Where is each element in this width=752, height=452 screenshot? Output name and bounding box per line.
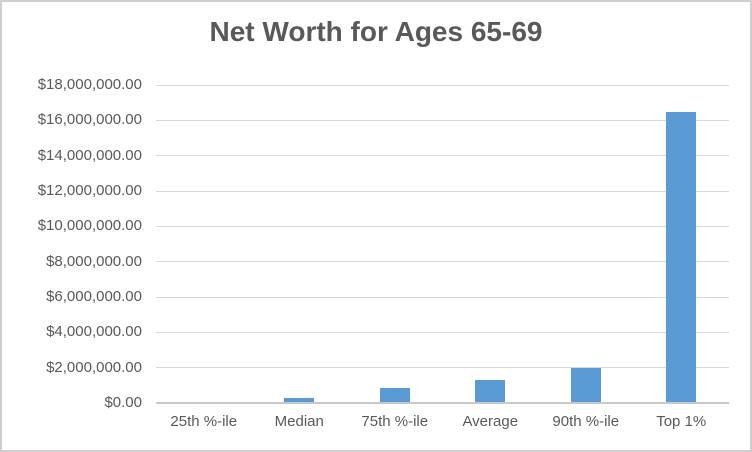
gridline bbox=[156, 119, 729, 121]
chart-title: Net Worth for Ages 65-69 bbox=[209, 16, 543, 47]
y-tick-label: $16,000,000.00 bbox=[37, 111, 142, 129]
gridline bbox=[156, 225, 729, 227]
x-tick-label: 25th %-ile bbox=[170, 413, 238, 430]
bar bbox=[666, 112, 697, 402]
y-tick-label: $0.00 bbox=[104, 394, 142, 411]
bar bbox=[284, 397, 315, 402]
gridline bbox=[156, 155, 729, 157]
x-tick-label: Average bbox=[462, 413, 519, 430]
gridline bbox=[156, 296, 729, 298]
gridline bbox=[156, 261, 729, 263]
x-tick-label: Median bbox=[274, 413, 324, 430]
gridline bbox=[156, 190, 729, 192]
bar bbox=[475, 380, 506, 402]
x-tick-label: 90th %-ile bbox=[552, 413, 620, 430]
y-tick-label: $10,000,000.00 bbox=[37, 217, 142, 235]
y-tick-label: $12,000,000.00 bbox=[37, 182, 142, 199]
y-tick-label: $8,000,000.00 bbox=[46, 252, 142, 270]
x-axis-line bbox=[156, 402, 729, 404]
bar bbox=[379, 388, 410, 402]
gridline bbox=[156, 331, 729, 333]
x-tick-label: 75th %-ile bbox=[361, 413, 429, 430]
y-tick-label: $14,000,000.00 bbox=[37, 146, 142, 164]
x-tick-label: Top 1% bbox=[656, 413, 707, 430]
y-tick-label: $4,000,000.00 bbox=[46, 323, 142, 341]
gridline bbox=[156, 367, 729, 369]
y-tick-label: $18,000,000.00 bbox=[37, 76, 142, 93]
gridline bbox=[156, 84, 729, 86]
bar bbox=[570, 368, 601, 402]
y-tick-label: $6,000,000.00 bbox=[46, 288, 142, 305]
y-tick-label: $2,000,000.00 bbox=[46, 358, 142, 376]
